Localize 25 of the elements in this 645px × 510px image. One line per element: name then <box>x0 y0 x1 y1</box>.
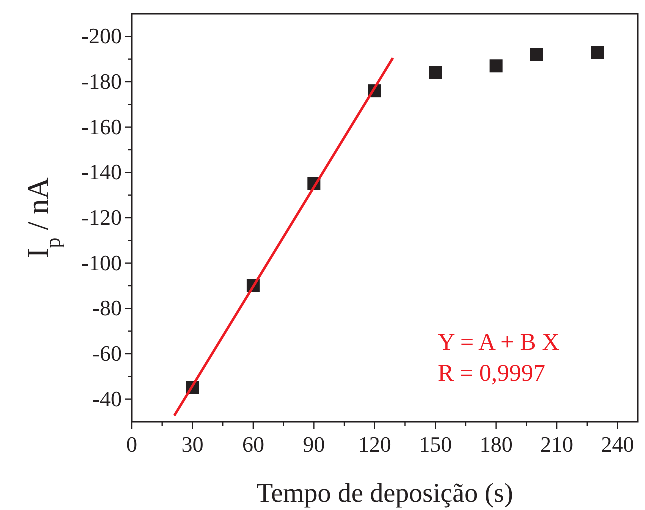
point <box>490 60 503 73</box>
y-tick-label: -80 <box>92 296 122 321</box>
annotation: Y = A + B X <box>438 330 560 356</box>
x-tick-label: 0 <box>126 432 138 457</box>
y-tick-label: -100 <box>82 250 122 276</box>
y-tick-label: -180 <box>82 69 122 94</box>
x-tick-label: 30 <box>182 432 204 457</box>
y-tick-label: -120 <box>82 205 122 230</box>
y-tick-label: -40 <box>92 386 122 412</box>
y-tick-label: -60 <box>92 341 122 366</box>
annotation: R = 0,9997 <box>438 361 546 387</box>
x-axis-title: Tempo de deposição (s) <box>256 478 514 508</box>
x-tick-label: 120 <box>358 432 392 457</box>
y-tick-label: -140 <box>82 160 122 185</box>
point <box>429 66 442 80</box>
x-tick-label: 150 <box>419 432 452 457</box>
y-tick-label: -160 <box>82 114 122 140</box>
x-tick-label: 90 <box>303 432 326 457</box>
point <box>530 48 544 62</box>
x-tick-label: 210 <box>540 432 574 457</box>
x-tick-label: 180 <box>480 432 513 457</box>
y-tick-label: -200 <box>82 24 122 49</box>
x-tick-label: 240 <box>601 432 634 457</box>
x-tick-label: 60 <box>242 432 264 457</box>
point <box>591 46 604 60</box>
